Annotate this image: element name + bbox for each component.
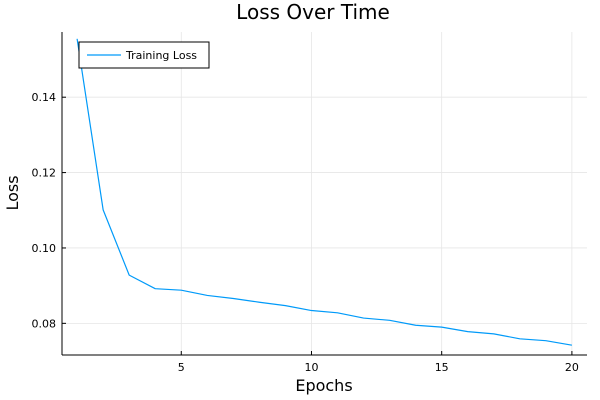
x-tick-label: 20 bbox=[565, 361, 579, 374]
legend: Training Loss bbox=[78, 41, 210, 69]
y-tick-label: 0.14 bbox=[32, 91, 57, 104]
x-axis-label: Epochs bbox=[295, 376, 352, 395]
x-tick-label: 5 bbox=[178, 361, 185, 374]
x-tick-label: 15 bbox=[435, 361, 449, 374]
chart-title: Loss Over Time bbox=[236, 0, 390, 24]
y-tick-label: 0.12 bbox=[32, 167, 57, 180]
legend-label-training-loss: Training Loss bbox=[125, 49, 197, 62]
y-tick-label: 0.08 bbox=[32, 317, 57, 330]
axes bbox=[61, 32, 587, 356]
legend-box bbox=[78, 41, 210, 69]
grid-lines bbox=[62, 32, 587, 355]
tick-marks bbox=[62, 96, 573, 355]
x-tick-labels: 5 10 15 20 bbox=[178, 361, 579, 374]
y-tick-label: 0.10 bbox=[32, 242, 57, 255]
series-line-training-loss bbox=[76, 38, 573, 346]
x-tick-label: 10 bbox=[304, 361, 318, 374]
y-tick-labels: 0.08 0.10 0.12 0.14 bbox=[32, 91, 57, 330]
series-layer bbox=[76, 38, 573, 346]
y-axis-label: Loss bbox=[3, 175, 22, 210]
